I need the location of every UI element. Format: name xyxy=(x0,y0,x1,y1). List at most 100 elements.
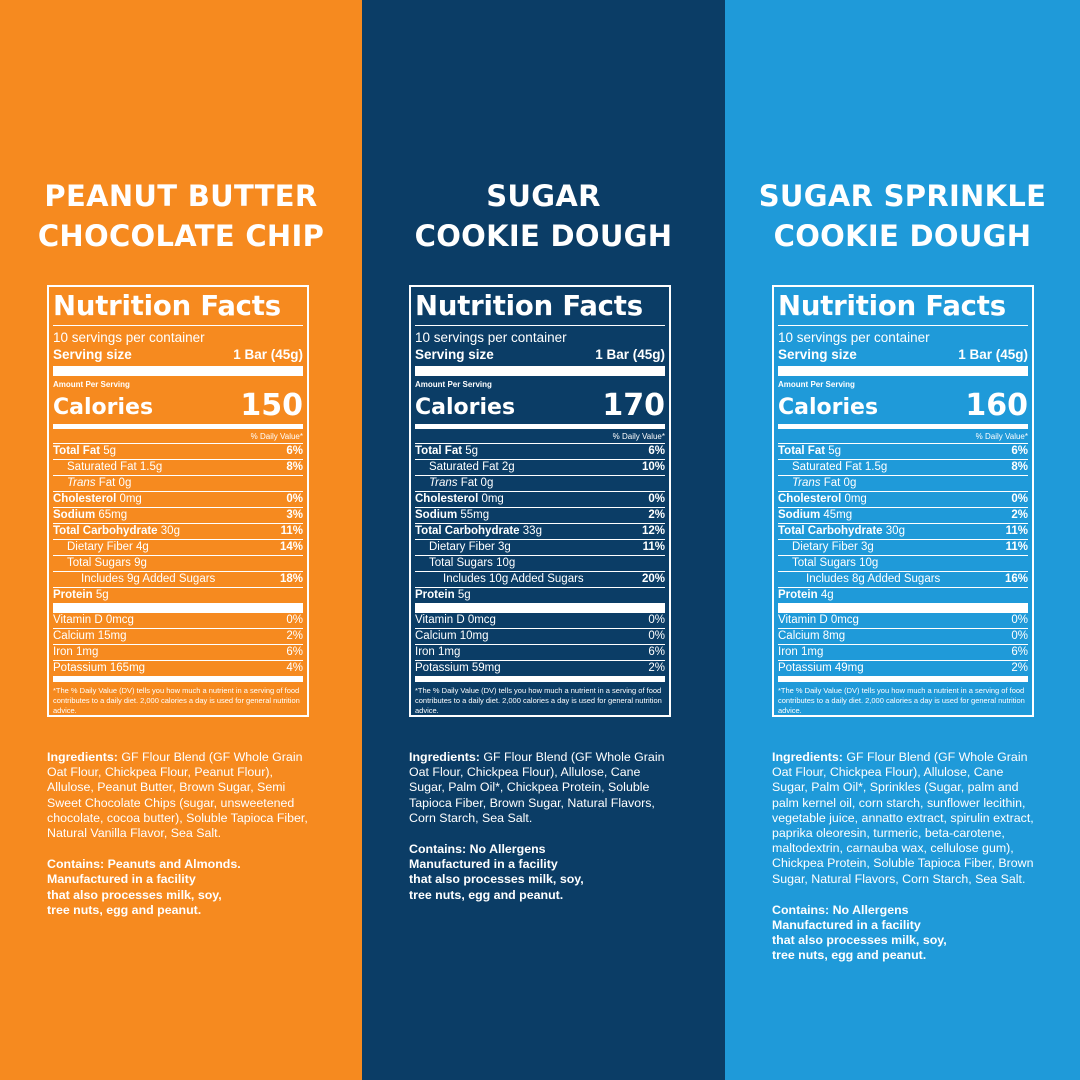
serving-size-value: 1 Bar (45g) xyxy=(233,347,303,362)
protein-row: Protein 4g xyxy=(778,587,1028,603)
calcium-label: Calcium xyxy=(53,630,95,642)
amount-per-serving: Amount Per Serving xyxy=(415,380,492,389)
total-fat-row: Total Fat 5g 6% xyxy=(778,443,1028,459)
servings-per-container: 10 servings per container xyxy=(415,330,567,345)
potassium-label: Potassium xyxy=(53,662,107,674)
thick-divider xyxy=(415,603,665,613)
medium-divider xyxy=(778,676,1028,681)
medium-divider xyxy=(53,676,303,681)
dietary-fiber-value: 4g xyxy=(132,541,149,553)
ingredients-list: GF Flour Blend (GF Whole Grain Oat Flour… xyxy=(772,750,1034,886)
iron-dv: 6% xyxy=(648,646,665,658)
protein-row: Protein 5g xyxy=(53,587,303,603)
thick-divider xyxy=(778,603,1028,613)
product-title-line-2: COOKIE DOUGH xyxy=(414,219,673,253)
saturated-fat-row: Saturated Fat 2g 10% xyxy=(415,459,665,475)
total-fat-row: Total Fat 5g 6% xyxy=(53,443,303,459)
medium-divider xyxy=(778,424,1028,429)
trans-label: Trans xyxy=(792,477,821,489)
daily-value-footnote: *The % Daily Value (DV) tells you how mu… xyxy=(415,681,665,716)
iron-label: Iron xyxy=(778,646,798,658)
dietary-fiber-label: Dietary Fiber xyxy=(67,541,133,553)
serving-size-label: Serving size xyxy=(778,347,857,362)
total-fat-label: Total Fat xyxy=(53,445,101,457)
calcium-row: Calcium 15mg 2% xyxy=(53,628,303,644)
calories-value: 150 xyxy=(240,388,303,423)
allergen-line-3: that also processes milk, soy, xyxy=(47,887,222,902)
dietary-fiber-row: Dietary Fiber 4g 14% xyxy=(53,539,303,555)
saturated-fat-row: Saturated Fat 1.5g 8% xyxy=(53,459,303,475)
calcium-label: Calcium xyxy=(778,630,820,642)
total-fat-dv: 6% xyxy=(648,445,665,457)
sodium-row: Sodium 65mg 3% xyxy=(53,507,303,523)
thick-divider xyxy=(778,366,1028,376)
saturated-fat-dv: 8% xyxy=(286,461,303,473)
total-carb-label: Total Carbohydrate xyxy=(415,525,520,537)
daily-value-header: % Daily Value* xyxy=(250,432,303,441)
vitamin-d-row: Vitamin D 0mcg 0% xyxy=(415,613,665,628)
ingredients-block: Ingredients: GF Flour Blend (GF Whole Gr… xyxy=(772,750,1042,964)
iron-value: 1mg xyxy=(72,646,99,658)
added-sugars-value: 10g xyxy=(485,573,511,585)
allergen-line-2: Manufactured in a facility xyxy=(772,918,921,933)
saturated-fat-label: Saturated Fat xyxy=(792,461,862,473)
total-fat-value: 5g xyxy=(100,445,117,457)
serving-size-row: Serving size 1 Bar (45g) xyxy=(415,346,665,364)
potassium-dv: 2% xyxy=(648,662,665,674)
potassium-label: Potassium xyxy=(778,662,832,674)
vitamin-d-row: Vitamin D 0mcg 0% xyxy=(778,613,1028,628)
sodium-dv: 2% xyxy=(1011,509,1028,521)
calcium-row: Calcium 10mg 0% xyxy=(415,628,665,644)
sodium-value: 55mg xyxy=(457,509,490,521)
protein-value: 5g xyxy=(92,589,109,601)
saturated-fat-row: Saturated Fat 1.5g 8% xyxy=(778,459,1028,475)
cholesterol-label: Cholesterol xyxy=(53,493,117,505)
product-column: SUGAR SPRINKLE COOKIE DOUGH Nutrition Fa… xyxy=(725,0,1080,1080)
serving-size-value: 1 Bar (45g) xyxy=(958,347,1028,362)
allergen-statement: Contains: No Allergens Manufactured in a… xyxy=(772,903,1042,964)
potassium-value: 49mg xyxy=(831,662,864,674)
medium-divider xyxy=(415,676,665,681)
product-title-line-2: CHOCOLATE CHIP xyxy=(37,219,325,253)
iron-dv: 6% xyxy=(1011,646,1028,658)
calories-value: 160 xyxy=(965,388,1028,423)
vitamin-d-label: Vitamin D xyxy=(415,614,465,626)
ingredients-label: Ingredients: xyxy=(409,750,480,764)
nutrition-facts-heading: Nutrition Facts xyxy=(53,290,281,322)
vitamin-d-dv: 0% xyxy=(1011,614,1028,626)
calcium-value: 10mg xyxy=(456,630,489,642)
vitamin-d-row: Vitamin D 0mcg 0% xyxy=(53,613,303,628)
iron-value: 1mg xyxy=(434,646,461,658)
trans-fat-value: Fat 0g xyxy=(820,477,857,489)
product-title-line-1: SUGAR xyxy=(486,179,601,213)
potassium-row: Potassium 49mg 2% xyxy=(778,660,1028,676)
total-carb-row: Total Carbohydrate 33g 12% xyxy=(415,523,665,539)
ingredients-text: Ingredients: GF Flour Blend (GF Whole Gr… xyxy=(409,750,679,826)
thick-divider xyxy=(53,366,303,376)
vitamin-d-label: Vitamin D xyxy=(53,614,103,626)
servings-per-container: 10 servings per container xyxy=(778,330,930,345)
protein-value: 5g xyxy=(454,589,471,601)
saturated-fat-label: Saturated Fat xyxy=(67,461,137,473)
nutrition-facts-panel: Nutrition Facts 10 servings per containe… xyxy=(47,285,309,717)
daily-value-footnote: *The % Daily Value (DV) tells you how mu… xyxy=(53,681,303,716)
added-sugars-label: Added Sugars xyxy=(510,573,584,585)
ingredients-text: Ingredients: GF Flour Blend (GF Whole Gr… xyxy=(772,750,1042,887)
total-sugars-value: 9g xyxy=(130,557,147,569)
allergen-line-2: Manufactured in a facility xyxy=(409,857,558,872)
divider xyxy=(53,325,303,326)
added-sugars-value: 9g xyxy=(123,573,143,585)
ingredients-block: Ingredients: GF Flour Blend (GF Whole Gr… xyxy=(409,750,679,903)
product-title: SUGAR COOKIE DOUGH xyxy=(362,176,725,256)
nutrition-facts-panel: Nutrition Facts 10 servings per containe… xyxy=(772,285,1034,717)
iron-label: Iron xyxy=(53,646,73,658)
trans-fat-row: Trans Fat 0g xyxy=(53,475,303,491)
cholesterol-label: Cholesterol xyxy=(778,493,842,505)
product-title-line-2: COOKIE DOUGH xyxy=(773,219,1032,253)
added-sugars-dv: 18% xyxy=(279,573,303,585)
cholesterol-label: Cholesterol xyxy=(415,493,479,505)
total-fat-dv: 6% xyxy=(286,445,303,457)
total-fat-row: Total Fat 5g 6% xyxy=(415,443,665,459)
product-column: PEANUT BUTTER CHOCOLATE CHIP Nutrition F… xyxy=(0,0,362,1080)
product-column: SUGAR COOKIE DOUGH Nutrition Facts 10 se… xyxy=(362,0,725,1080)
